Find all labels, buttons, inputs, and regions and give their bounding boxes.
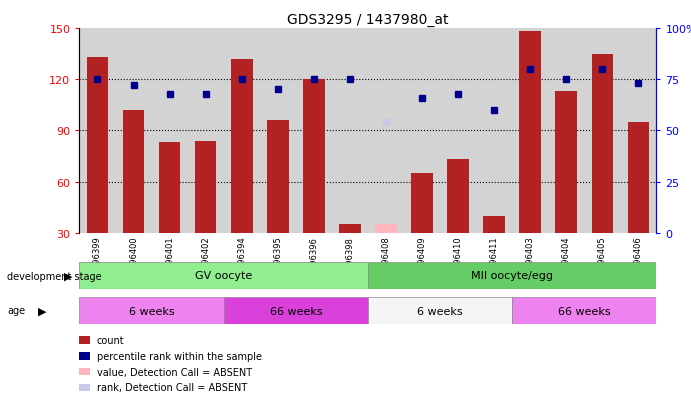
Bar xyxy=(339,225,361,233)
Bar xyxy=(296,29,332,233)
Bar xyxy=(231,59,252,233)
Bar xyxy=(332,29,368,233)
Text: 6 weeks: 6 weeks xyxy=(417,306,463,316)
Text: MII oocyte/egg: MII oocyte/egg xyxy=(471,271,553,281)
Bar xyxy=(512,297,656,324)
Text: ▶: ▶ xyxy=(38,306,46,316)
Bar xyxy=(476,29,512,233)
Text: value, Detection Call = ABSENT: value, Detection Call = ABSENT xyxy=(97,367,252,377)
Bar xyxy=(86,58,108,233)
Text: GV oocyte: GV oocyte xyxy=(195,271,252,281)
Bar xyxy=(585,29,621,233)
Bar xyxy=(411,174,433,233)
Bar xyxy=(267,121,289,233)
Bar xyxy=(368,297,512,324)
Bar xyxy=(188,29,224,233)
Text: ▶: ▶ xyxy=(64,271,72,281)
Text: count: count xyxy=(97,335,124,345)
Bar xyxy=(404,29,440,233)
Bar xyxy=(375,225,397,233)
Bar xyxy=(548,29,585,233)
Bar xyxy=(627,123,650,233)
Bar xyxy=(621,29,656,233)
Bar xyxy=(368,262,656,289)
Bar xyxy=(151,29,188,233)
Bar xyxy=(512,29,548,233)
Bar xyxy=(79,297,224,324)
Bar xyxy=(79,29,115,233)
Text: development stage: development stage xyxy=(7,271,102,281)
Title: GDS3295 / 1437980_at: GDS3295 / 1437980_at xyxy=(287,12,448,26)
Bar xyxy=(556,92,577,233)
Text: age: age xyxy=(7,306,25,316)
Bar xyxy=(159,143,180,233)
Bar xyxy=(520,32,541,233)
Text: rank, Detection Call = ABSENT: rank, Detection Call = ABSENT xyxy=(97,382,247,392)
Bar xyxy=(195,141,216,233)
Bar xyxy=(440,29,476,233)
Bar xyxy=(79,262,368,289)
Bar xyxy=(224,29,260,233)
Bar xyxy=(368,29,404,233)
Text: 66 weeks: 66 weeks xyxy=(558,306,611,316)
Bar xyxy=(123,111,144,233)
Bar xyxy=(483,216,505,233)
Text: 66 weeks: 66 weeks xyxy=(269,306,322,316)
Text: percentile rank within the sample: percentile rank within the sample xyxy=(97,351,262,361)
Bar xyxy=(224,297,368,324)
Bar xyxy=(591,55,613,233)
Bar xyxy=(447,160,469,233)
Bar xyxy=(115,29,151,233)
Text: 6 weeks: 6 weeks xyxy=(129,306,174,316)
Bar xyxy=(260,29,296,233)
Bar xyxy=(303,80,325,233)
